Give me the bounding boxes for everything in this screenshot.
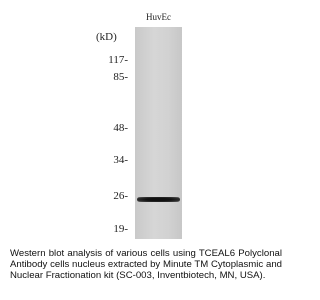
caption: Western blot analysis of various cells u… bbox=[10, 248, 282, 281]
marker-label: 85- bbox=[113, 71, 128, 83]
marker-label: 19- bbox=[113, 223, 128, 235]
marker-label: 117- bbox=[108, 54, 128, 66]
marker-label: 26- bbox=[113, 190, 128, 202]
blot-lane bbox=[135, 27, 182, 239]
lane-label: HuvEc bbox=[135, 12, 182, 22]
marker-label: 48- bbox=[113, 122, 128, 134]
blot-band bbox=[137, 197, 180, 202]
figure: HuvEc (kD) Western blot analysis of vari… bbox=[0, 0, 292, 300]
marker-label: 34- bbox=[113, 154, 128, 166]
unit-label: (kD) bbox=[96, 31, 117, 43]
